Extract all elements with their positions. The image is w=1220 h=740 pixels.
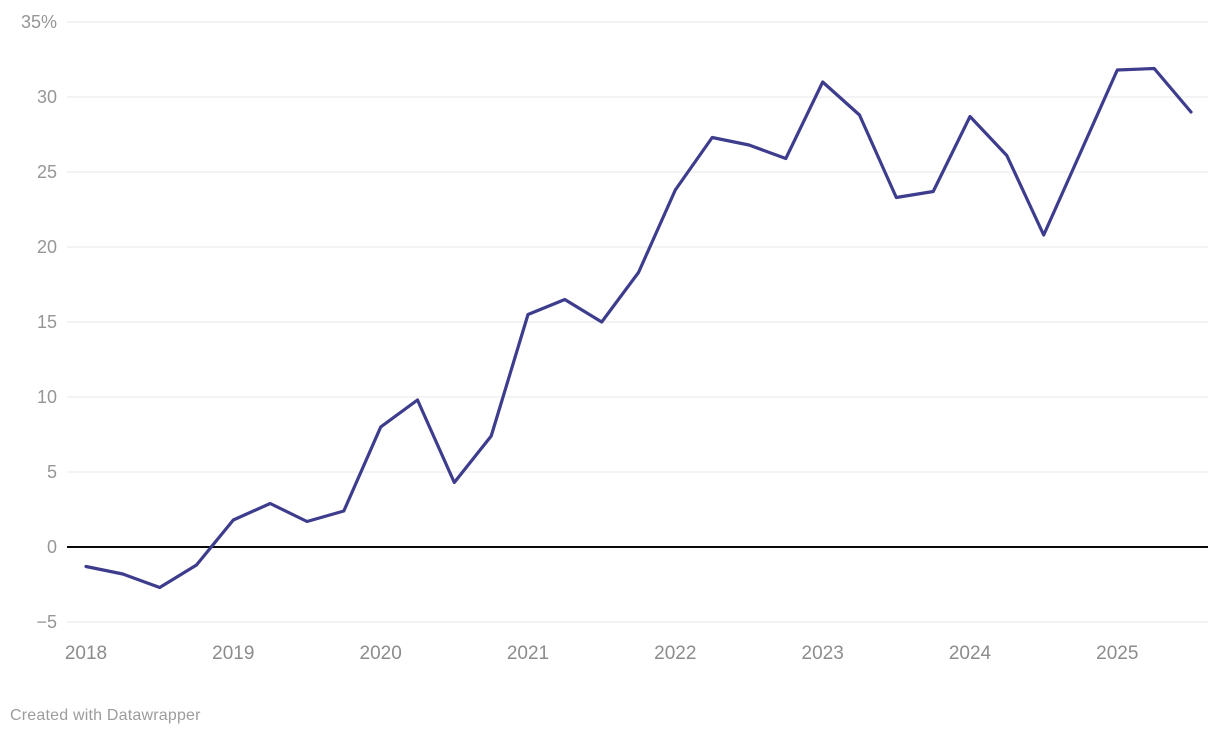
x-tick-label: 2018	[65, 643, 107, 664]
y-tick-label: 0	[47, 537, 57, 557]
x-tick-label: 2024	[949, 643, 992, 664]
y-gridlines	[67, 21, 1208, 623]
y-tick-label: −5	[36, 612, 57, 632]
y-tick-label: 20	[37, 237, 57, 257]
y-axis-labels: 35% 30 25 20 15 10 5 0 −5	[21, 12, 57, 632]
line-chart: 35% 30 25 20 15 10 5 0 −5 2018 2019 2020 2021 2022 202…	[21, 12, 1208, 664]
x-tick-label: 2021	[507, 643, 549, 664]
y-tick-label: 15	[37, 312, 57, 332]
x-tick-label: 2020	[360, 643, 402, 664]
data-line	[84, 66, 1193, 590]
y-tick-label: 5	[47, 462, 57, 482]
x-axis-labels: 2018 2019 2020 2021 2022 2023 2024 2025	[65, 643, 1139, 664]
datawrapper-attribution: Created with Datawrapper	[10, 707, 201, 724]
x-tick-label: 2023	[802, 643, 844, 664]
y-tick-label: 35%	[21, 12, 57, 32]
x-tick-label: 2019	[212, 643, 254, 664]
y-tick-label: 30	[37, 87, 57, 107]
x-tick-label: 2022	[654, 643, 696, 664]
x-tick-label: 2025	[1096, 643, 1138, 664]
y-tick-label: 25	[37, 162, 57, 182]
y-tick-label: 10	[37, 387, 57, 407]
